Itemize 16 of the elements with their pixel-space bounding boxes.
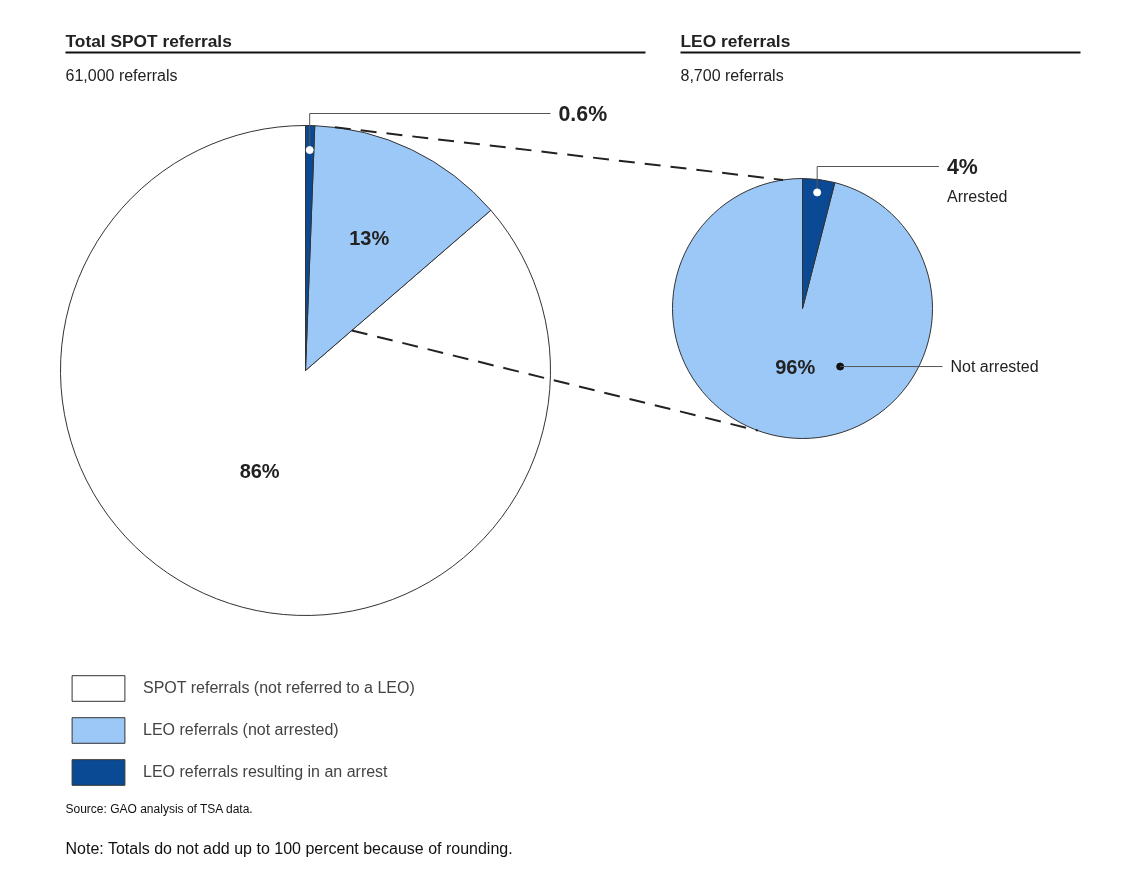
slice-label: Arrested <box>947 188 1008 205</box>
slice-label: Not arrested <box>950 358 1039 376</box>
chart-title: LEO referrals <box>680 30 791 51</box>
text: Note: Totals do not add up to 100 percent because of rounding. <box>65 840 513 857</box>
legend-label: LEO referrals (not arrested) <box>143 721 339 739</box>
data-label: 0.6% <box>558 101 608 126</box>
legend-label: SPOT referrals (not referred to a LEO) <box>143 679 415 697</box>
data-label: 96% <box>775 355 816 378</box>
chart-title: Total SPOT referrals <box>65 30 232 51</box>
chart-subtitle: 61,000 referrals <box>65 67 178 84</box>
data-label: 13% <box>349 227 390 249</box>
source-note: Source: GAO analysis of TSA data. <box>65 801 253 816</box>
data-label: 86% <box>239 459 280 482</box>
chart-subtitle: 8,700 referrals <box>680 67 784 84</box>
data-label: 4% <box>947 154 978 179</box>
legend-label: LEO referrals resulting in an arrest <box>143 763 388 781</box>
